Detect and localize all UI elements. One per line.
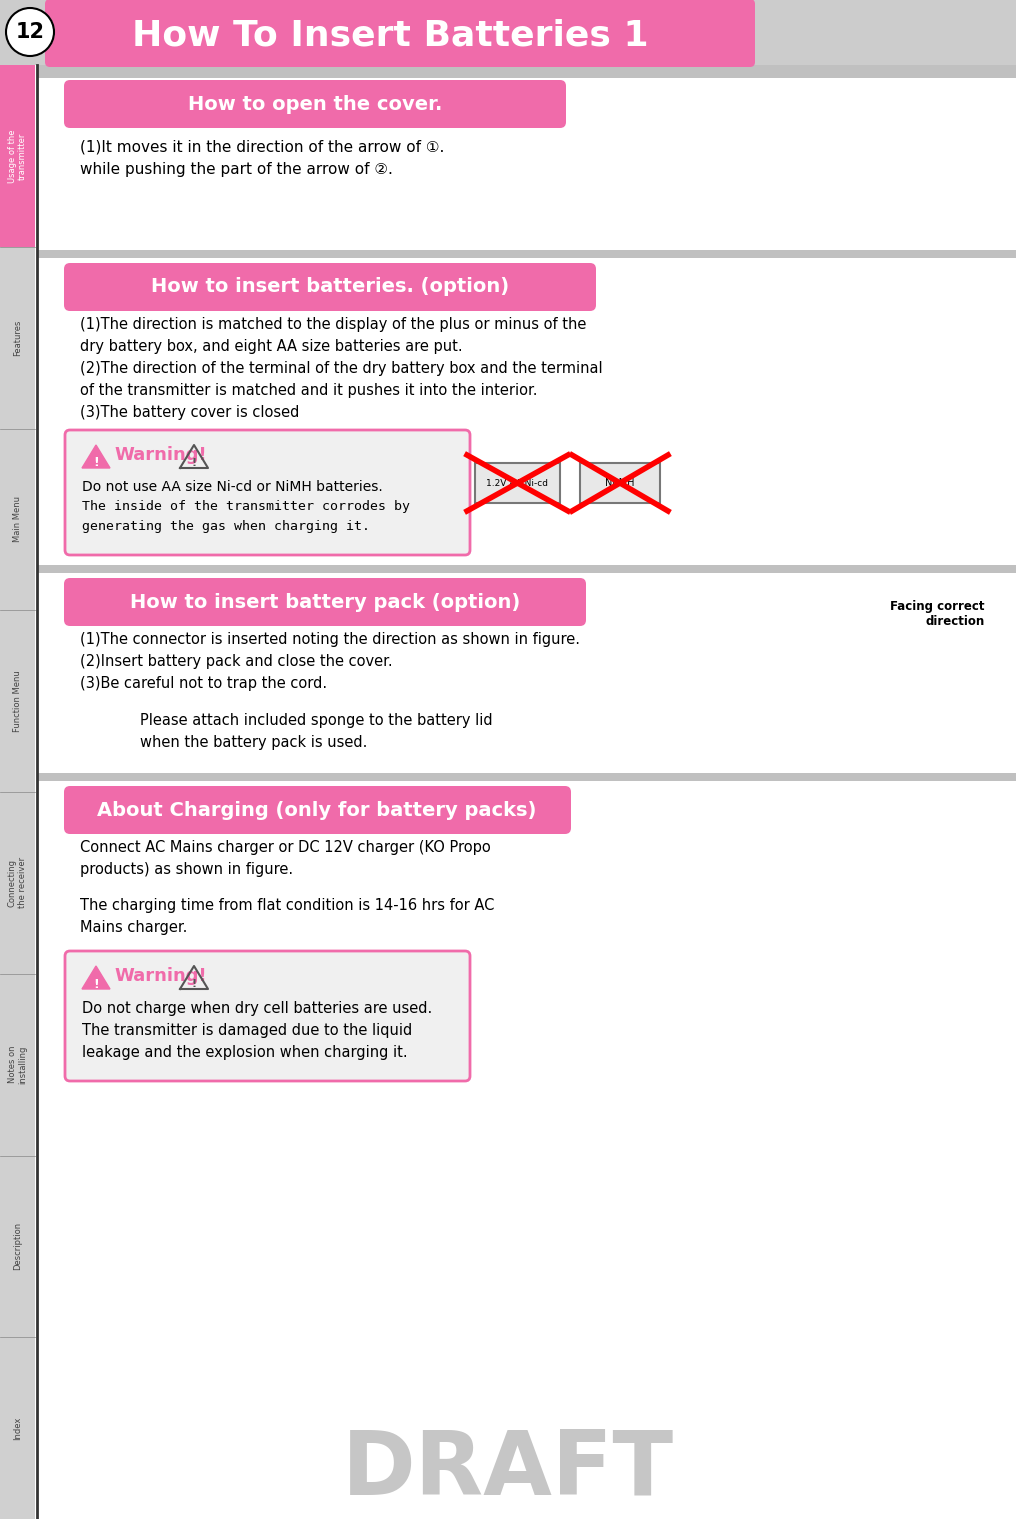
- Text: (3)The battery cover is closed: (3)The battery cover is closed: [80, 406, 300, 419]
- FancyBboxPatch shape: [64, 579, 586, 626]
- Text: Do not use AA size Ni-cd or NiMH batteries.: Do not use AA size Ni-cd or NiMH batteri…: [82, 480, 383, 494]
- Text: generating the gas when charging it.: generating the gas when charging it.: [82, 519, 370, 533]
- Text: Mains charger.: Mains charger.: [80, 921, 187, 936]
- Polygon shape: [82, 445, 110, 468]
- Bar: [0, 0, 1016, 65]
- FancyBboxPatch shape: [65, 951, 470, 1082]
- Bar: [38, 251, 1016, 258]
- FancyBboxPatch shape: [475, 463, 560, 503]
- Text: !: !: [191, 459, 196, 468]
- Text: (1)It moves it in the direction of the arrow of ①.: (1)It moves it in the direction of the a…: [80, 140, 444, 155]
- Polygon shape: [82, 966, 110, 989]
- Text: Features: Features: [13, 319, 22, 355]
- Text: The charging time from flat condition is 14-16 hrs for AC: The charging time from flat condition is…: [80, 898, 495, 913]
- Text: Description: Description: [13, 1223, 22, 1270]
- Bar: [0, 1156, 35, 1337]
- Text: dry battery box, and eight AA size batteries are put.: dry battery box, and eight AA size batte…: [80, 339, 462, 354]
- FancyBboxPatch shape: [45, 0, 755, 67]
- Text: (3)Be careful not to trap the cord.: (3)Be careful not to trap the cord.: [80, 676, 327, 691]
- Bar: [38, 65, 1016, 77]
- Text: when the battery pack is used.: when the battery pack is used.: [140, 735, 368, 750]
- Text: The inside of the transmitter corrodes by: The inside of the transmitter corrodes b…: [82, 500, 410, 513]
- Text: (2)Insert battery pack and close the cover.: (2)Insert battery pack and close the cov…: [80, 655, 392, 668]
- FancyBboxPatch shape: [580, 463, 660, 503]
- Bar: [0, 974, 35, 1156]
- Text: of the transmitter is matched and it pushes it into the interior.: of the transmitter is matched and it pus…: [80, 383, 537, 398]
- Text: Connecting
the receiver: Connecting the receiver: [8, 857, 27, 908]
- Text: products) as shown in figure.: products) as shown in figure.: [80, 861, 294, 876]
- Text: How to insert battery pack (option): How to insert battery pack (option): [130, 592, 520, 612]
- Text: Do not charge when dry cell batteries are used.: Do not charge when dry cell batteries ar…: [82, 1001, 432, 1016]
- Bar: [38, 565, 1016, 573]
- Text: How To Insert Batteries 1: How To Insert Batteries 1: [132, 18, 648, 52]
- Text: Function Menu: Function Menu: [13, 670, 22, 732]
- Text: leakage and the explosion when charging it.: leakage and the explosion when charging …: [82, 1045, 407, 1060]
- Text: Facing correct
direction: Facing correct direction: [890, 600, 985, 627]
- Bar: [0, 65, 35, 246]
- Text: Warning!: Warning!: [114, 447, 206, 463]
- Text: DRAFT: DRAFT: [342, 1426, 674, 1513]
- FancyBboxPatch shape: [64, 81, 566, 128]
- Bar: [0, 246, 35, 428]
- Text: 1.2V AA Ni-cd: 1.2V AA Ni-cd: [486, 478, 548, 488]
- FancyBboxPatch shape: [64, 785, 571, 834]
- Text: !: !: [93, 457, 99, 469]
- Text: while pushing the part of the arrow of ②.: while pushing the part of the arrow of ②…: [80, 163, 393, 178]
- Text: !: !: [191, 980, 196, 989]
- Bar: [0, 791, 35, 974]
- Text: Connect AC Mains charger or DC 12V charger (KO Propo: Connect AC Mains charger or DC 12V charg…: [80, 840, 491, 855]
- Text: Index: Index: [13, 1416, 22, 1440]
- Text: (1)The direction is matched to the display of the plus or minus of the: (1)The direction is matched to the displ…: [80, 317, 586, 333]
- Text: !: !: [93, 978, 99, 990]
- Bar: [0, 428, 35, 611]
- Text: (2)The direction of the terminal of the dry battery box and the terminal: (2)The direction of the terminal of the …: [80, 362, 602, 377]
- Text: Main Menu: Main Menu: [13, 497, 22, 542]
- FancyBboxPatch shape: [64, 263, 596, 311]
- Circle shape: [6, 8, 54, 56]
- Text: How to insert batteries. (option): How to insert batteries. (option): [151, 278, 509, 296]
- FancyBboxPatch shape: [65, 430, 470, 554]
- Bar: [38, 773, 1016, 781]
- Text: Usage of the
transmitter: Usage of the transmitter: [8, 129, 27, 182]
- Text: (1)The connector is inserted noting the direction as shown in figure.: (1)The connector is inserted noting the …: [80, 632, 580, 647]
- Text: How to open the cover.: How to open the cover.: [188, 94, 442, 114]
- Text: Notes on
installing: Notes on installing: [8, 1045, 27, 1085]
- Bar: [0, 1337, 35, 1519]
- Text: About Charging (only for battery packs): About Charging (only for battery packs): [98, 801, 536, 819]
- Text: The transmitter is damaged due to the liquid: The transmitter is damaged due to the li…: [82, 1022, 412, 1037]
- Text: Warning!: Warning!: [114, 968, 206, 984]
- Bar: [0, 611, 35, 791]
- Text: 12: 12: [15, 21, 45, 43]
- Text: Please attach included sponge to the battery lid: Please attach included sponge to the bat…: [140, 712, 493, 728]
- Text: Ni-MH: Ni-MH: [606, 478, 635, 488]
